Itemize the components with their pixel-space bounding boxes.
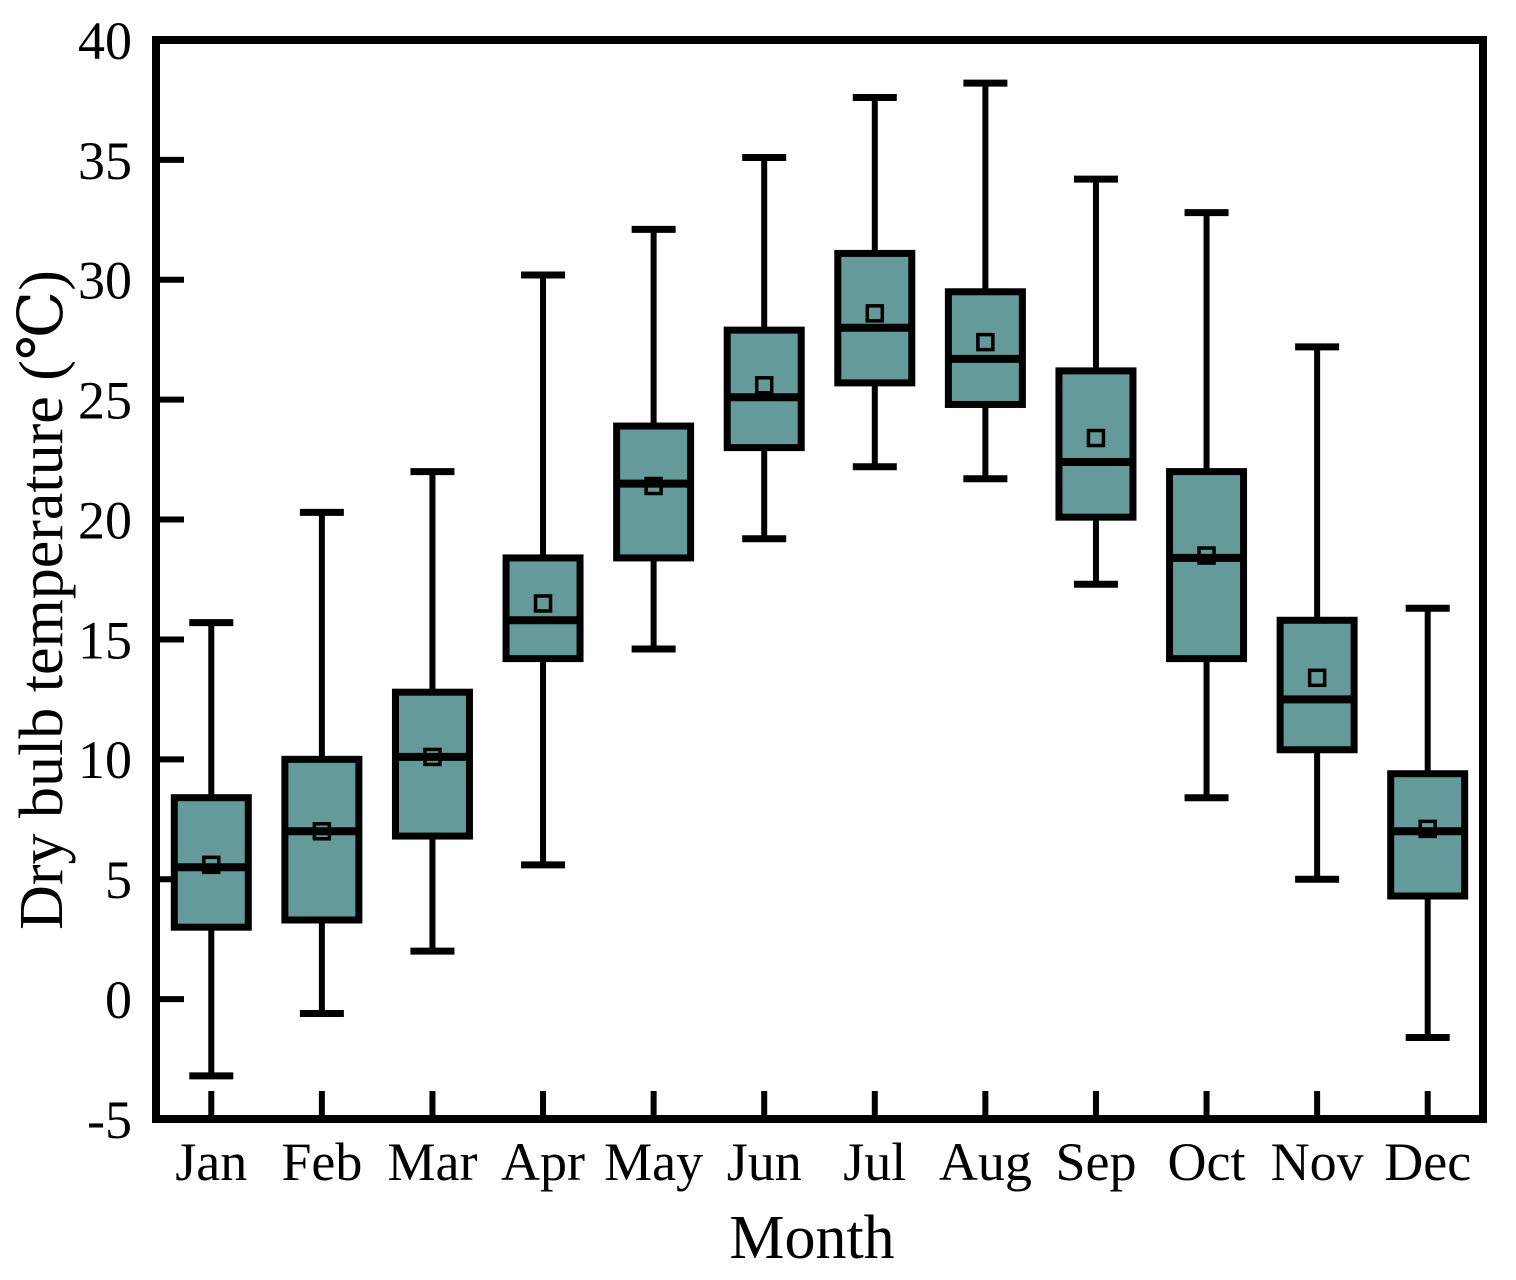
box-group-aug — [944, 79, 1026, 483]
y-tick-label: 40 — [78, 11, 132, 71]
box-group-mar — [391, 468, 473, 955]
box-group-oct — [1166, 209, 1248, 802]
mean-marker — [202, 855, 221, 875]
y-tick-label: 15 — [78, 610, 132, 670]
box-group-may — [613, 225, 695, 653]
box-group-sep — [1055, 175, 1137, 588]
box-group-feb — [281, 508, 363, 1017]
box-group-nov — [1276, 343, 1358, 883]
y-tick-label: 5 — [105, 850, 132, 910]
x-tick-label: Jun — [727, 1132, 802, 1192]
y-tick-label: -5 — [87, 1090, 132, 1150]
mean-marker — [976, 332, 995, 352]
y-axis-title: Dry bulb temperature (℃) — [8, 270, 76, 930]
iqr-box — [834, 249, 916, 387]
x-tick-label: Nov — [1271, 1132, 1364, 1192]
mean-marker — [644, 476, 663, 496]
iqr-box — [723, 326, 805, 452]
y-tick-label: 25 — [78, 371, 132, 431]
mean-marker — [423, 747, 442, 767]
box-group-jan — [170, 619, 252, 1080]
box-group-dec — [1387, 604, 1469, 1041]
y-tick-label: 10 — [78, 730, 132, 790]
mean-marker — [865, 304, 885, 323]
x-tick-label: Sep — [1055, 1132, 1136, 1192]
iqr-box — [170, 794, 252, 931]
mean-marker — [312, 822, 332, 841]
mean-marker — [1197, 546, 1216, 565]
mean-marker — [754, 376, 774, 395]
iqr-box — [281, 755, 363, 924]
y-tick-label: 30 — [78, 251, 132, 311]
mean-marker — [533, 594, 553, 613]
x-tick-label: Aug — [939, 1132, 1032, 1192]
x-tick-label: Apr — [501, 1132, 585, 1192]
iqr-box — [391, 688, 473, 840]
iqr-box — [502, 554, 584, 663]
plot-area: -5 0 5 10 15 20 25 30 35 40 Jan Feb Mar Apr May Jun Jul A… — [78, 11, 1487, 1192]
axes-spines — [152, 36, 1487, 1123]
box-group-jun — [723, 153, 805, 543]
y-tick-label: 35 — [78, 131, 132, 191]
x-tick-label: Mar — [387, 1132, 477, 1192]
box-group-jul — [834, 94, 916, 471]
mean-marker — [1307, 668, 1327, 688]
x-tick-label: Jan — [175, 1132, 247, 1192]
iqr-box — [1166, 468, 1248, 663]
box-group-apr — [502, 271, 584, 869]
y-tick-label: 0 — [105, 970, 132, 1030]
x-axis-title: Month — [729, 1204, 894, 1272]
x-tick-label: May — [604, 1132, 703, 1192]
mean-marker — [1418, 819, 1437, 839]
y-tick-label: 20 — [78, 490, 132, 550]
x-tick-label: Oct — [1168, 1132, 1246, 1192]
x-tick-label: Feb — [281, 1132, 362, 1192]
x-tick-label: Dec — [1384, 1132, 1471, 1192]
mean-marker — [1086, 428, 1106, 448]
x-tick-label: Jul — [843, 1132, 906, 1192]
